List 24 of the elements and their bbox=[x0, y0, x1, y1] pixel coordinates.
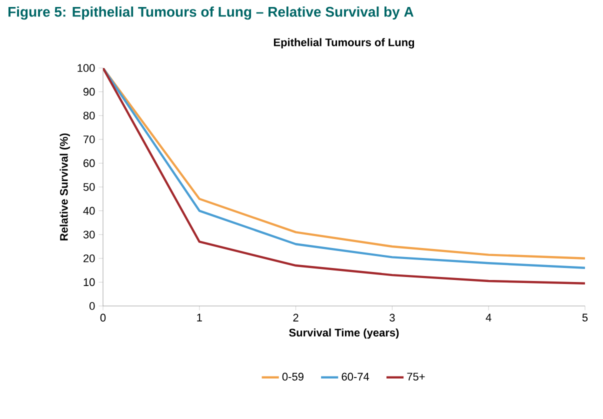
y-tick-label: 10 bbox=[84, 278, 95, 286]
y-tick-label: 90 bbox=[83, 88, 95, 96]
y-tick-label: 80 bbox=[83, 112, 95, 120]
legend-label: 75+ bbox=[407, 372, 425, 381]
y-axis-title: Relative Survival (%) bbox=[60, 133, 70, 240]
y-tick-label: 30 bbox=[83, 230, 95, 238]
y-tick-label: 40 bbox=[83, 206, 95, 215]
x-axis-title: Survival Time (years) bbox=[289, 328, 399, 339]
y-tick-label: 0 bbox=[90, 302, 95, 310]
legend-label: 60-74 bbox=[342, 372, 370, 381]
legend-label: 0-59 bbox=[282, 372, 304, 381]
y-tick-label: 70 bbox=[84, 136, 95, 144]
y-tick-label: 50 bbox=[83, 183, 95, 191]
x-tick-label: 0 bbox=[100, 314, 106, 322]
y-tick-label: 20 bbox=[84, 254, 95, 262]
y-tick-label: 60 bbox=[84, 159, 95, 168]
x-tick-label: 4 bbox=[486, 314, 492, 322]
chart-title: Epithelial Tumours of Lung bbox=[274, 38, 414, 48]
x-tick-label: 2 bbox=[293, 314, 298, 322]
caption: Figure 5: Epithelial Tumours of Lung – Relative Survival by A bbox=[8, 6, 414, 20]
x-tick-label: 3 bbox=[390, 314, 395, 322]
y-tick-label: 100 bbox=[78, 64, 95, 72]
x-tick-label: 5 bbox=[582, 314, 588, 322]
x-tick-label: 1 bbox=[197, 314, 202, 322]
